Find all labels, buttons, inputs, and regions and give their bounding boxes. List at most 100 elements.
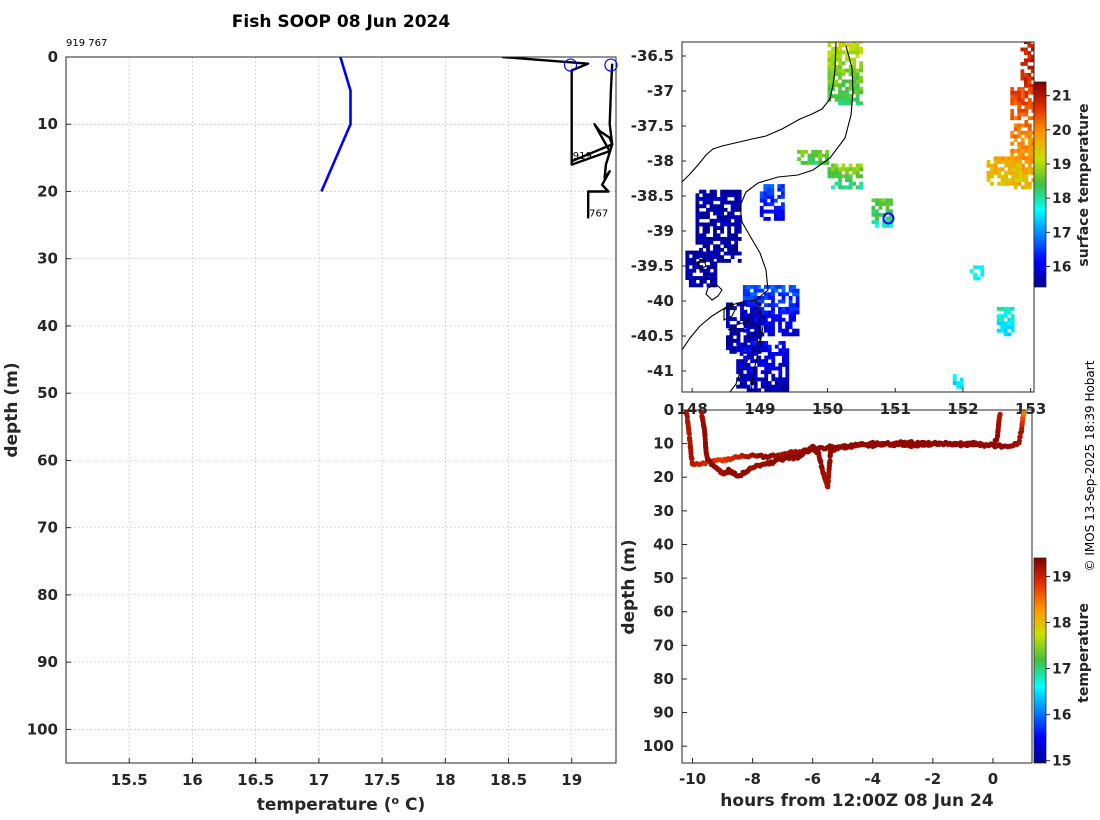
sst-cell [956,384,961,389]
sst-cell [759,198,764,203]
sst-cell [875,202,879,206]
profile-ytick-label: 0 [48,48,58,66]
sst-cell [737,226,742,230]
sst-cell [1024,58,1028,63]
sst-cell [737,222,742,227]
sst-cell [1024,130,1029,135]
sst-cell [773,213,778,218]
sst-cell [841,167,846,172]
sst-cell [771,285,775,289]
sst-cell [747,331,751,336]
sst-cell [1007,181,1012,186]
sst-cell [753,366,758,371]
sst-cell [827,54,832,58]
sst-cell [771,288,775,293]
sst-cell [753,348,758,353]
sst-cell [753,344,758,349]
sst-cell [746,303,751,308]
sst-cell [767,384,772,389]
map-colorbar-tick-label: 17 [1052,225,1071,241]
sst-cell [713,265,718,270]
sst-cell [855,94,860,98]
sst-cell [759,209,764,214]
sst-cell [859,185,863,190]
sst-cell [723,244,728,249]
sst-cell [723,218,728,223]
sst-cell [713,197,717,201]
sst-cell [859,167,863,172]
sst-cell [766,209,771,214]
sst-cell [1000,314,1005,319]
sst-cell [859,101,863,106]
profile-label-767: 767 [589,208,608,219]
ts-point [689,456,695,462]
sst-cell [1020,98,1025,102]
sst-cell [688,283,693,288]
sst-cell [785,328,789,333]
sst-cell [1027,101,1032,106]
sst-cell [852,83,856,88]
sst-cell [713,189,717,194]
sst-cell [726,346,730,351]
sst-cell [710,283,714,288]
sst-cell [757,388,762,392]
sst-cell [750,296,754,300]
sst-cell [726,335,730,340]
sst-cell [855,43,860,47]
sst-cell [750,309,755,314]
sst-cell [777,205,782,210]
sst-cell [716,207,721,212]
map-xtick-label: 152 [947,400,978,418]
map-ytick-label: -40.5 [631,327,674,345]
sst-cell [792,303,796,308]
sst-cell [871,198,876,203]
sst-cell [760,384,765,389]
sst-cell [688,257,693,262]
sst-cell [781,341,786,345]
sst-cell [841,101,846,106]
sst-cell [746,296,751,300]
sst-cell [1027,116,1032,121]
sst-cell [841,94,846,98]
sst-cell [997,156,1001,161]
sst-cell [827,43,832,47]
sst-cell [773,198,778,203]
profile-xtick-label: 15.5 [111,771,148,789]
ts-point [1021,410,1027,416]
sst-cell [1027,54,1032,59]
sst-cell [729,328,734,332]
profile-ytick-label: 70 [37,519,58,537]
sst-cell [764,292,768,297]
sst-cell [778,348,783,353]
sst-cell [771,325,775,329]
sst-cell [774,303,779,308]
sst-cell [1020,174,1025,179]
sst-cell [831,94,835,98]
map-ytick-label: -38 [647,152,674,170]
sst-cell [1027,127,1032,131]
sst-cell [1017,149,1022,153]
sst-cell [692,268,697,273]
sst-cell [760,306,765,311]
profile-line-767 [587,63,614,219]
sst-cell [1027,80,1032,85]
sst-cell [685,250,690,255]
sst-cell [993,160,998,164]
sst-cell [1020,141,1025,146]
sst-cell [737,215,742,220]
profile-lines [320,57,614,219]
sst-cell [1031,43,1034,48]
sst-cell [706,207,710,212]
sst-cell [736,320,741,325]
sst-cell [774,352,779,356]
sst-cell [1010,314,1015,319]
sst-cell [882,223,886,228]
sst-cell [855,83,860,88]
sst-cell [709,193,714,198]
sst-cell [727,244,731,249]
sst-cell [703,272,707,277]
sst-cell [753,296,758,300]
sst-cell [770,184,775,188]
sst-cell [1007,167,1012,172]
sst-cell [706,240,710,245]
